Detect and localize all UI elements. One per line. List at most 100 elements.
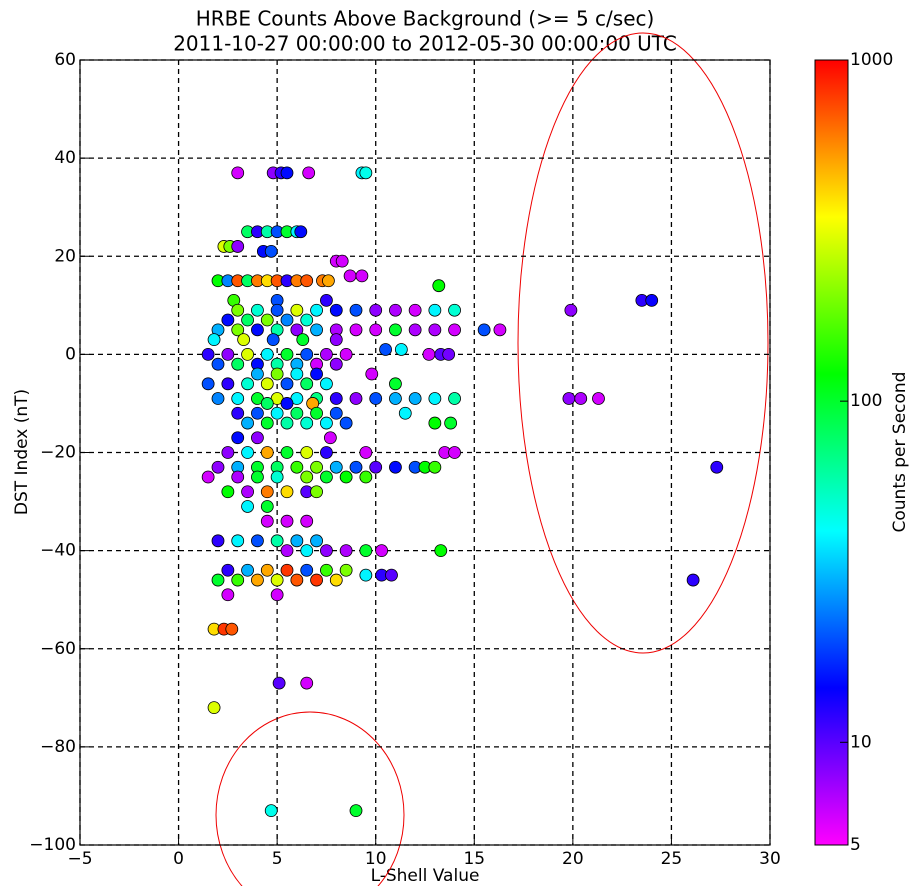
- point: [251, 323, 264, 337]
- point: [221, 485, 235, 499]
- point: [428, 460, 442, 474]
- point: [231, 470, 245, 484]
- point: [270, 406, 284, 420]
- point: [369, 392, 383, 405]
- x-tick-label: −5: [67, 849, 92, 869]
- point: [260, 485, 274, 499]
- point: [448, 303, 461, 317]
- point: [300, 274, 314, 288]
- point: [310, 534, 323, 548]
- point: [294, 225, 308, 239]
- point: [574, 392, 588, 405]
- point: [260, 446, 274, 459]
- point: [221, 446, 235, 459]
- point: [310, 406, 323, 420]
- point: [211, 357, 225, 371]
- point: [359, 568, 373, 582]
- point: [270, 588, 284, 602]
- point: [211, 392, 225, 405]
- point: [280, 563, 294, 577]
- point: [428, 303, 442, 317]
- point: [201, 470, 215, 484]
- point: [241, 416, 254, 430]
- point: [448, 392, 461, 405]
- point: [201, 347, 215, 361]
- point: [375, 544, 389, 558]
- point: [290, 303, 304, 317]
- point: [260, 563, 274, 577]
- point: [359, 446, 373, 459]
- point: [710, 460, 724, 474]
- point: [645, 294, 659, 307]
- point: [320, 294, 333, 307]
- point: [260, 397, 274, 410]
- point: [365, 367, 379, 381]
- point: [389, 303, 402, 317]
- point: [339, 544, 353, 558]
- point: [270, 470, 284, 484]
- point: [389, 392, 402, 405]
- annotation-ellipse: [215, 711, 405, 886]
- point: [444, 416, 458, 430]
- point: [280, 485, 294, 499]
- y-tick-label: −20: [40, 443, 76, 463]
- point: [349, 804, 363, 818]
- point: [310, 460, 323, 474]
- point: [280, 416, 294, 430]
- point: [251, 431, 264, 445]
- point: [434, 544, 448, 558]
- colorbar-tick-label: 5: [850, 835, 861, 855]
- point: [686, 573, 700, 587]
- point: [422, 347, 436, 361]
- point: [329, 392, 343, 405]
- point: [369, 323, 383, 337]
- point: [231, 166, 245, 180]
- point: [241, 347, 254, 361]
- x-tick-label: 20: [562, 849, 584, 869]
- point: [296, 333, 310, 347]
- x-tick-label: 25: [661, 849, 683, 869]
- point: [270, 367, 284, 381]
- point: [290, 406, 304, 420]
- point: [329, 357, 343, 371]
- point: [241, 500, 254, 513]
- point: [266, 333, 280, 347]
- point: [349, 323, 363, 337]
- point: [241, 377, 254, 391]
- point: [320, 470, 333, 484]
- point: [270, 303, 284, 317]
- plot-frame: [79, 59, 771, 846]
- point: [310, 573, 323, 587]
- point: [264, 244, 278, 258]
- point: [290, 534, 304, 548]
- point: [432, 279, 446, 293]
- point: [302, 166, 316, 180]
- point: [408, 303, 422, 317]
- point: [280, 446, 294, 459]
- point: [339, 563, 353, 577]
- point: [231, 323, 245, 337]
- point: [280, 313, 294, 327]
- point: [408, 323, 422, 337]
- point: [329, 573, 343, 587]
- point: [329, 333, 343, 347]
- point: [310, 323, 323, 337]
- point: [389, 460, 402, 474]
- point: [260, 313, 274, 327]
- point: [207, 333, 221, 347]
- point: [264, 804, 278, 818]
- point: [270, 534, 284, 548]
- point: [237, 333, 251, 347]
- point: [320, 446, 333, 459]
- point: [300, 347, 314, 361]
- point: [241, 485, 254, 499]
- point: [260, 377, 274, 391]
- chart-title: HRBE Counts Above Background (>= 5 c/sec…: [196, 7, 655, 31]
- point: [280, 544, 294, 558]
- point: [251, 470, 264, 484]
- y-tick-label: −40: [40, 541, 76, 561]
- point: [241, 446, 254, 459]
- point: [231, 303, 245, 317]
- point: [231, 392, 245, 405]
